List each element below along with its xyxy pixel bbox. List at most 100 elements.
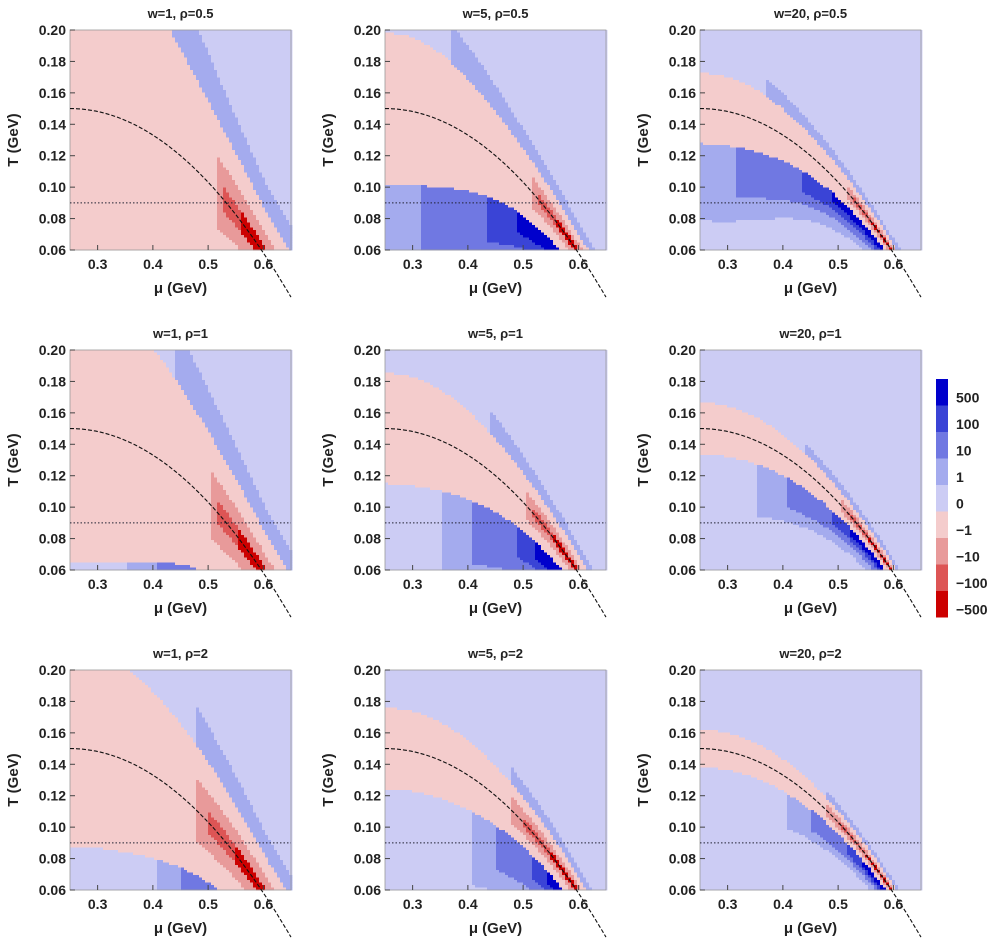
contour-cell — [385, 227, 422, 231]
contour-cell — [880, 857, 923, 861]
contour-cell — [475, 745, 608, 748]
contour-cell — [877, 217, 881, 221]
contour-cell — [856, 842, 860, 846]
contour-cell — [202, 750, 224, 753]
contour-cell — [253, 805, 293, 808]
contour-cell — [565, 517, 608, 521]
y-tick-label: 0.16 — [39, 85, 66, 101]
contour-cell — [568, 232, 572, 236]
contour-cell — [718, 767, 797, 771]
contour-cell — [421, 242, 500, 246]
contour-cell — [757, 492, 788, 496]
contour-cell — [874, 547, 878, 551]
contour-cell — [550, 172, 608, 176]
contour-cell — [874, 560, 881, 563]
contour-cell — [532, 197, 539, 201]
contour-cell — [787, 815, 812, 818]
contour-cell — [208, 100, 230, 103]
contour-cell — [577, 875, 584, 878]
contour-cell — [568, 555, 575, 558]
contour-cell — [385, 785, 515, 788]
contour-cell — [265, 567, 275, 571]
contour-cell — [868, 872, 875, 876]
contour-cell — [532, 870, 548, 873]
contour-cell — [556, 520, 566, 523]
contour-cell — [217, 212, 227, 216]
contour-cell — [472, 507, 491, 511]
contour-cell — [787, 482, 797, 486]
contour-cell — [862, 862, 866, 866]
contour-cell — [202, 375, 293, 378]
contour-cell — [865, 217, 869, 221]
contour-cell — [847, 542, 854, 546]
contour-cell — [460, 495, 527, 498]
contour-cell — [826, 472, 833, 476]
contour-cell — [556, 552, 563, 556]
contour-cell — [478, 502, 527, 506]
contour-cell — [532, 860, 539, 863]
contour-cell — [484, 505, 527, 508]
contour-cell — [478, 192, 533, 196]
contour-cell — [559, 510, 608, 513]
contour-cell — [529, 492, 539, 496]
contour-cell — [241, 225, 251, 228]
contour-cell — [520, 792, 533, 796]
contour-cell — [217, 115, 236, 118]
contour-cell — [70, 535, 212, 538]
contour-cell — [193, 70, 218, 73]
contour-cell — [70, 505, 212, 508]
contour-cell — [565, 197, 608, 201]
contour-cell — [259, 842, 272, 846]
contour-cell — [571, 855, 608, 858]
contour-cell — [568, 217, 578, 221]
contour-cell — [70, 705, 167, 708]
contour-cell — [556, 857, 563, 861]
contour-cell — [847, 812, 923, 816]
contour-cell — [700, 565, 863, 568]
contour-cell — [232, 557, 248, 561]
contour-cell — [874, 882, 878, 886]
contour-cell — [847, 192, 854, 196]
contour-cell — [178, 42, 206, 46]
contour-cell — [277, 875, 293, 878]
contour-cell — [208, 817, 215, 821]
contour-cell — [700, 487, 758, 491]
contour-cell — [262, 175, 293, 178]
contour-cell — [280, 207, 293, 211]
contour-cell — [157, 562, 176, 566]
contour-cell — [238, 807, 254, 811]
contour-cell — [787, 827, 812, 831]
contour-cell — [823, 202, 836, 206]
contour-cell — [823, 470, 833, 473]
contour-cell — [238, 527, 251, 531]
contour-cell — [202, 417, 224, 421]
contour-cell — [544, 867, 554, 871]
contour-cell — [832, 512, 836, 516]
contour-cell — [553, 547, 560, 551]
contour-cell — [157, 877, 182, 881]
contour-cell — [529, 157, 542, 161]
contour-cell — [700, 412, 749, 416]
contour-cell — [880, 247, 884, 251]
contour-cell — [283, 860, 293, 863]
contour-cell — [769, 782, 815, 786]
contour-cell — [856, 560, 866, 563]
legend-label: 100 — [956, 416, 980, 432]
y-tick-label: 0.12 — [669, 148, 696, 164]
contour-cell — [196, 412, 221, 416]
contour-cell — [805, 452, 815, 456]
contour-cell — [385, 422, 482, 426]
contour-cell — [187, 732, 197, 736]
contour-cell — [70, 127, 224, 131]
contour-cell — [496, 860, 533, 863]
contour-cell — [442, 545, 473, 548]
contour-cell — [214, 837, 230, 841]
contour-cell — [877, 212, 923, 216]
contour-cell — [562, 545, 569, 548]
contour-cell — [484, 97, 506, 101]
contour-cell — [835, 800, 923, 803]
contour-field — [385, 30, 608, 251]
y-tick-label: 0.14 — [669, 116, 696, 132]
contour-cell — [520, 842, 533, 846]
contour-cell — [385, 725, 449, 728]
